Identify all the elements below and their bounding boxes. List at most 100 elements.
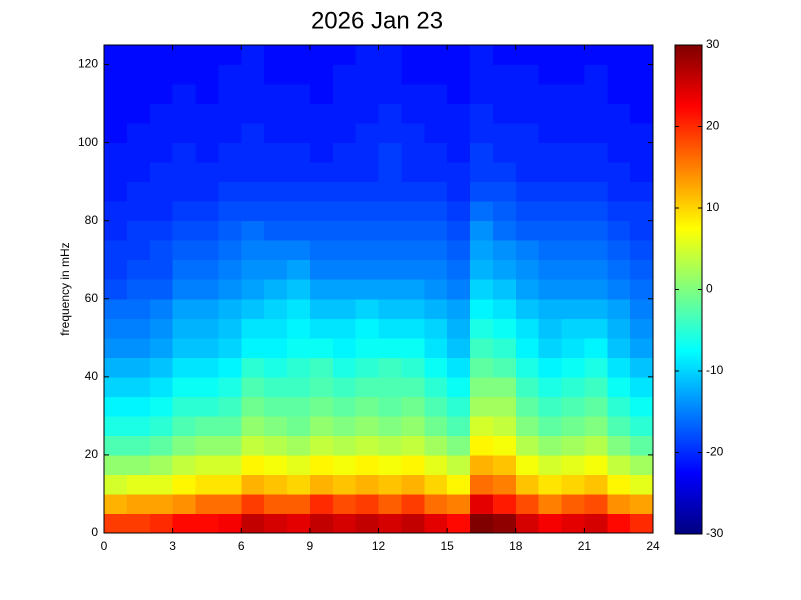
heatmap-cell [424,162,448,183]
heatmap-cell [149,220,174,241]
heatmap-cell [424,396,448,417]
heatmap-cell [355,64,379,85]
heatmap-cell [584,181,608,202]
heatmap-cell [126,240,151,261]
heatmap-cell [492,64,517,85]
heatmap-cell [287,474,311,495]
heatmap-cell [355,142,379,163]
chart-title: 2026 Jan 23 [311,7,443,34]
heatmap-cell [561,337,585,358]
heatmap-cell [607,298,631,319]
heatmap-cell [287,513,311,534]
heatmap-cell [172,201,196,222]
heatmap-cell [561,201,585,222]
heatmap-cell [241,142,265,163]
heatmap-cell [195,396,219,417]
heatmap-cell [355,337,379,358]
heatmap-cell [561,357,585,378]
heatmap-cell [538,84,562,105]
heatmap-cell [630,220,654,241]
heatmap-cell [378,103,402,124]
heatmap-cell [264,181,288,202]
heatmap-cell [149,474,174,495]
heatmap-cell [424,279,448,300]
heatmap-cell [630,123,654,144]
heatmap-cell [218,123,242,144]
heatmap-cell [287,415,311,436]
y-tick-label: 0 [91,525,98,539]
heatmap-cell [630,435,654,456]
heatmap-cell [126,513,151,534]
heatmap-cell [447,474,471,495]
heatmap-cell [126,357,151,378]
heatmap-cell [218,259,242,280]
heatmap-cell [401,201,425,222]
heatmap-cell [104,376,128,397]
heatmap-cell [401,454,425,475]
heatmap-cell [126,84,151,105]
heatmap-cell [561,474,585,495]
heatmap-cell [264,220,288,241]
heatmap-cell [630,259,654,280]
heatmap-cell [195,162,219,183]
heatmap-cell [149,103,174,124]
heatmap-cell [515,201,540,222]
heatmap-cell [241,240,265,261]
heatmap-cell [607,454,631,475]
heatmap-cell [104,64,128,85]
heatmap-cell [447,103,471,124]
heatmap-cell [515,513,540,534]
heatmap-cell [561,259,585,280]
heatmap-cell [149,337,174,358]
heatmap-cell [447,201,471,222]
heatmap-cell [561,45,585,66]
heatmap-cell [492,279,517,300]
heatmap-cell [149,493,174,514]
heatmap-cell [309,435,334,456]
heatmap-cell [104,259,128,280]
heatmap-cell [104,435,128,456]
heatmap-cell [195,318,219,339]
heatmap-cell [309,357,334,378]
heatmap-cell [287,142,311,163]
heatmap-cell [172,513,196,534]
heatmap-cell [195,337,219,358]
colorbar-tick-label: 20 [706,119,720,133]
heatmap-cell [355,318,379,339]
heatmap-cell [355,357,379,378]
heatmap-cell [538,240,562,261]
heatmap-cell [287,376,311,397]
heatmap-cell [584,396,608,417]
heatmap-cell [332,142,357,163]
heatmap-cell [287,396,311,417]
heatmap-cell [607,201,631,222]
heatmap-cell [172,318,196,339]
heatmap-cell [584,435,608,456]
heatmap-cell [126,298,151,319]
heatmap-cell [515,396,540,417]
heatmap-cell [470,142,494,163]
heatmap-cell [172,474,196,495]
heatmap-cell [561,103,585,124]
heatmap-cell [149,201,174,222]
heatmap-cell [287,279,311,300]
heatmap-cell [309,220,334,241]
heatmap-cell [470,435,494,456]
heatmap-cell [401,220,425,241]
heatmap-cell [401,337,425,358]
heatmap-cell [287,435,311,456]
heatmap-cell [401,240,425,261]
heatmap-cell [309,454,334,475]
heatmap-cell [538,103,562,124]
colorbar-tick-label: -30 [706,526,724,540]
heatmap-cell [287,84,311,105]
heatmap-cell [149,318,174,339]
heatmap-cell [584,415,608,436]
x-tick-label: 15 [440,539,454,553]
heatmap-cell [264,415,288,436]
heatmap-cell [424,220,448,241]
heatmap-cell [149,396,174,417]
heatmap-cell [241,318,265,339]
heatmap-cell [195,240,219,261]
heatmap-cell [355,240,379,261]
